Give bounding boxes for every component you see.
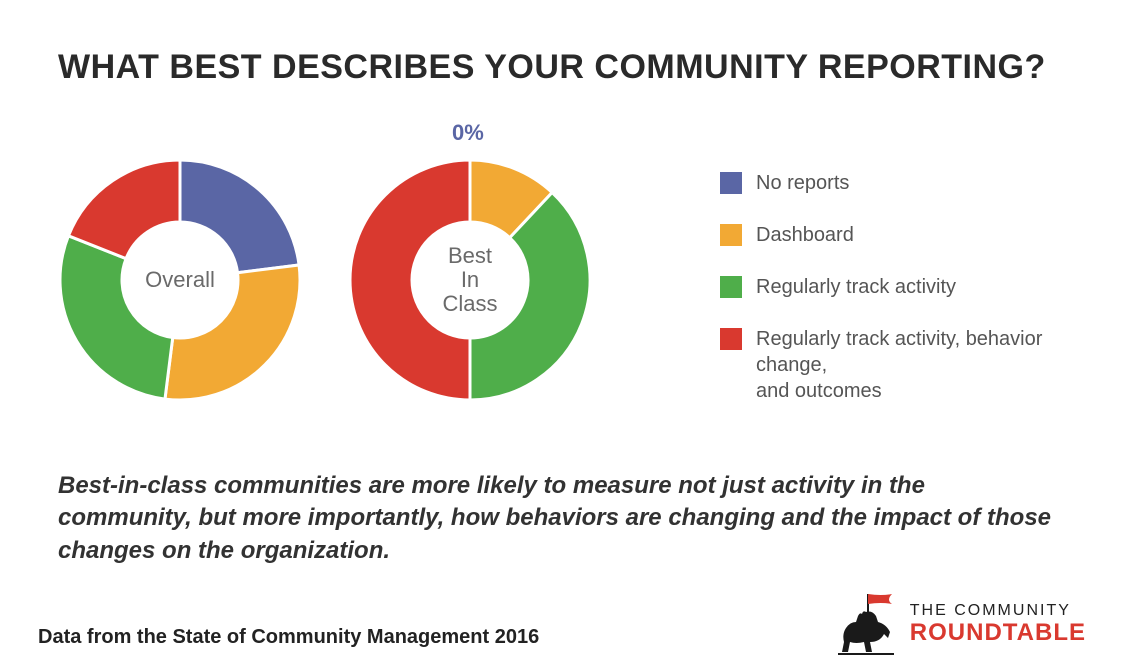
legend-item-no_reports: No reports <box>720 170 1100 196</box>
legend-swatch-track_activity <box>720 276 742 298</box>
data-source: Data from the State of Community Managem… <box>38 626 539 649</box>
legend-swatch-no_reports <box>720 172 742 194</box>
legend-item-track_activity_behavior: Regularly track activity, behavior chang… <box>720 326 1100 404</box>
donut-best-in-class: 12%38%50%BestInClass0% <box>340 120 640 440</box>
legend-label-track_activity_behavior: Regularly track activity, behavior chang… <box>756 326 1100 404</box>
slice-track_activity <box>60 236 173 399</box>
legend-item-dashboard: Dashboard <box>720 222 1100 248</box>
legend-item-track_activity: Regularly track activity <box>720 274 1100 300</box>
legend: No reports Dashboard Regularly track activ… <box>720 170 1100 430</box>
page-title: WHAT BEST DESCRIBES YOUR COMMUNITY REPOR… <box>58 48 1046 87</box>
charts-row: 23%29%29%19%Overall 12%38%50%BestInClass… <box>50 120 640 440</box>
logo-line2: ROUNDTABLE <box>910 620 1086 645</box>
legend-label-dashboard: Dashboard <box>756 222 854 248</box>
roundtable-horse-icon <box>836 592 896 656</box>
legend-swatch-track_activity_behavior <box>720 328 742 350</box>
logo: THE COMMUNITY ROUNDTABLE <box>836 592 1086 656</box>
slice-track_activity_behavior <box>68 160 180 259</box>
legend-label-no_reports: No reports <box>756 170 849 196</box>
legend-label-track_activity: Regularly track activity <box>756 274 956 300</box>
donut-center-label: BestInClass <box>410 244 530 317</box>
logo-line1: THE COMMUNITY <box>910 603 1086 620</box>
legend-swatch-dashboard <box>720 224 742 246</box>
external-top-label: 0% <box>452 120 484 146</box>
donut-overall: 23%29%29%19%Overall <box>50 120 340 440</box>
donut-center-label: Overall <box>120 268 240 292</box>
summary-text: Best-in-class communities are more likel… <box>58 470 1058 567</box>
slice-no_reports <box>180 160 299 273</box>
logo-text: THE COMMUNITY ROUNDTABLE <box>910 603 1086 645</box>
